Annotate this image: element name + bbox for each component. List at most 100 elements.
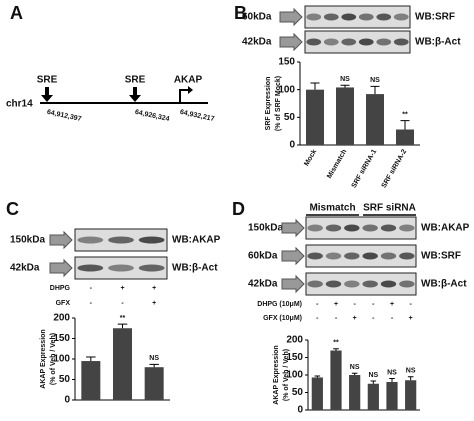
size-arrow xyxy=(281,246,305,266)
size-arrow xyxy=(281,274,305,294)
blot-band xyxy=(325,224,342,232)
treatment-name: GFX xyxy=(56,300,71,307)
y-tick-label: 100 xyxy=(53,354,70,365)
bar xyxy=(366,94,384,145)
annotation: NS xyxy=(406,368,416,375)
error-bar xyxy=(333,348,339,351)
feature-position: 64,912,397 xyxy=(46,109,82,123)
error-bar xyxy=(314,375,321,378)
treatment-state: + xyxy=(120,285,124,292)
probe-label: WB:AKAP xyxy=(421,223,470,234)
blot-band xyxy=(341,13,357,21)
blot-band xyxy=(323,13,339,21)
blot-band xyxy=(341,38,357,46)
treatment-state: + xyxy=(334,301,338,308)
treatment-name: DHPG (10μM) xyxy=(257,301,302,308)
treatment-state: + xyxy=(390,301,394,308)
panel-label: A xyxy=(10,3,23,23)
bar xyxy=(349,375,361,410)
x-tick-label: SRF siRNA-2 xyxy=(381,148,409,189)
feature-label: AKAP xyxy=(174,75,203,86)
size-label: 42kDa xyxy=(242,37,272,48)
treatment-state: + xyxy=(152,300,156,307)
treatment-state: - xyxy=(335,315,338,322)
blot-band xyxy=(358,13,374,21)
treatment-state: - xyxy=(409,301,412,308)
probe-label: WB:SRF xyxy=(421,251,461,262)
treatment-state: - xyxy=(90,300,93,307)
size-label: 60kDa xyxy=(248,251,278,262)
probe-label: WB:β-Act xyxy=(421,279,467,290)
y-axis-label: (% of SRF Mock) xyxy=(275,76,282,131)
annotation: ** xyxy=(402,111,408,118)
y-tick-label: 100 xyxy=(278,84,295,95)
blot-band xyxy=(307,252,323,260)
blot-band xyxy=(393,38,409,46)
bar xyxy=(306,89,324,145)
blot-band xyxy=(358,38,374,46)
blot-band xyxy=(108,264,134,272)
bar xyxy=(81,361,101,400)
size-label: 42kDa xyxy=(248,279,278,290)
blot-band xyxy=(344,252,360,260)
error-bar xyxy=(149,363,159,368)
treatment-name: DHPG xyxy=(50,285,71,292)
treatment-state: - xyxy=(316,301,319,308)
x-tick-label: Mock xyxy=(303,148,318,167)
probe-label: WB:SRF xyxy=(415,12,455,23)
y-tick-label: 0 xyxy=(64,395,70,406)
blot-band xyxy=(306,38,322,46)
size-label: 60kDa xyxy=(242,12,272,23)
blot-band xyxy=(399,224,415,232)
blot-band xyxy=(138,264,165,272)
error-bar xyxy=(310,82,320,90)
error-bar xyxy=(86,356,96,362)
blot-band xyxy=(376,13,392,21)
size-label: 150kDa xyxy=(10,235,45,246)
panel-label: C xyxy=(6,199,19,219)
annotation: NS xyxy=(350,364,360,371)
error-bar xyxy=(389,378,395,382)
size-arrow xyxy=(279,32,303,52)
blot xyxy=(304,30,411,54)
size-label: 150kDa xyxy=(248,223,283,234)
size-arrow xyxy=(49,230,73,250)
y-tick-label: 150 xyxy=(53,333,70,344)
bar xyxy=(113,328,132,400)
blot-band xyxy=(344,280,360,288)
blot xyxy=(305,216,417,240)
treatment-name: GFX (10μM) xyxy=(263,315,302,322)
group-label: Mismatch xyxy=(309,203,355,214)
promoter-arrow-head xyxy=(188,86,193,94)
blot-band xyxy=(380,224,397,232)
bar xyxy=(396,129,414,145)
y-tick-label: 200 xyxy=(286,335,303,346)
bar xyxy=(311,377,323,410)
treatment-state: - xyxy=(90,285,93,292)
blot-band xyxy=(344,224,360,232)
panel-label: D xyxy=(232,199,245,219)
feature-label: SRE xyxy=(125,75,146,86)
blot xyxy=(305,244,417,268)
y-axis-label: AKAP Expression xyxy=(273,345,280,404)
size-arrow xyxy=(281,218,305,238)
blot-band xyxy=(362,280,378,288)
error-bar xyxy=(351,372,358,375)
error-bar xyxy=(407,376,414,381)
blot-band xyxy=(323,38,339,46)
y-tick-label: 50 xyxy=(284,112,296,123)
blot xyxy=(305,272,417,296)
blot-band xyxy=(307,224,323,232)
treatment-state: - xyxy=(353,301,356,308)
blot-band xyxy=(399,280,415,288)
probe-label: WB:AKAP xyxy=(172,235,221,246)
blot-band xyxy=(362,224,378,232)
blot-band xyxy=(77,264,104,272)
feature-position: 64,932,217 xyxy=(179,109,215,123)
blot-band xyxy=(362,252,378,260)
treatment-state: + xyxy=(409,315,413,322)
treatment-state: - xyxy=(316,315,319,322)
y-tick-label: 0 xyxy=(297,405,303,416)
y-tick-label: 150 xyxy=(286,352,303,363)
